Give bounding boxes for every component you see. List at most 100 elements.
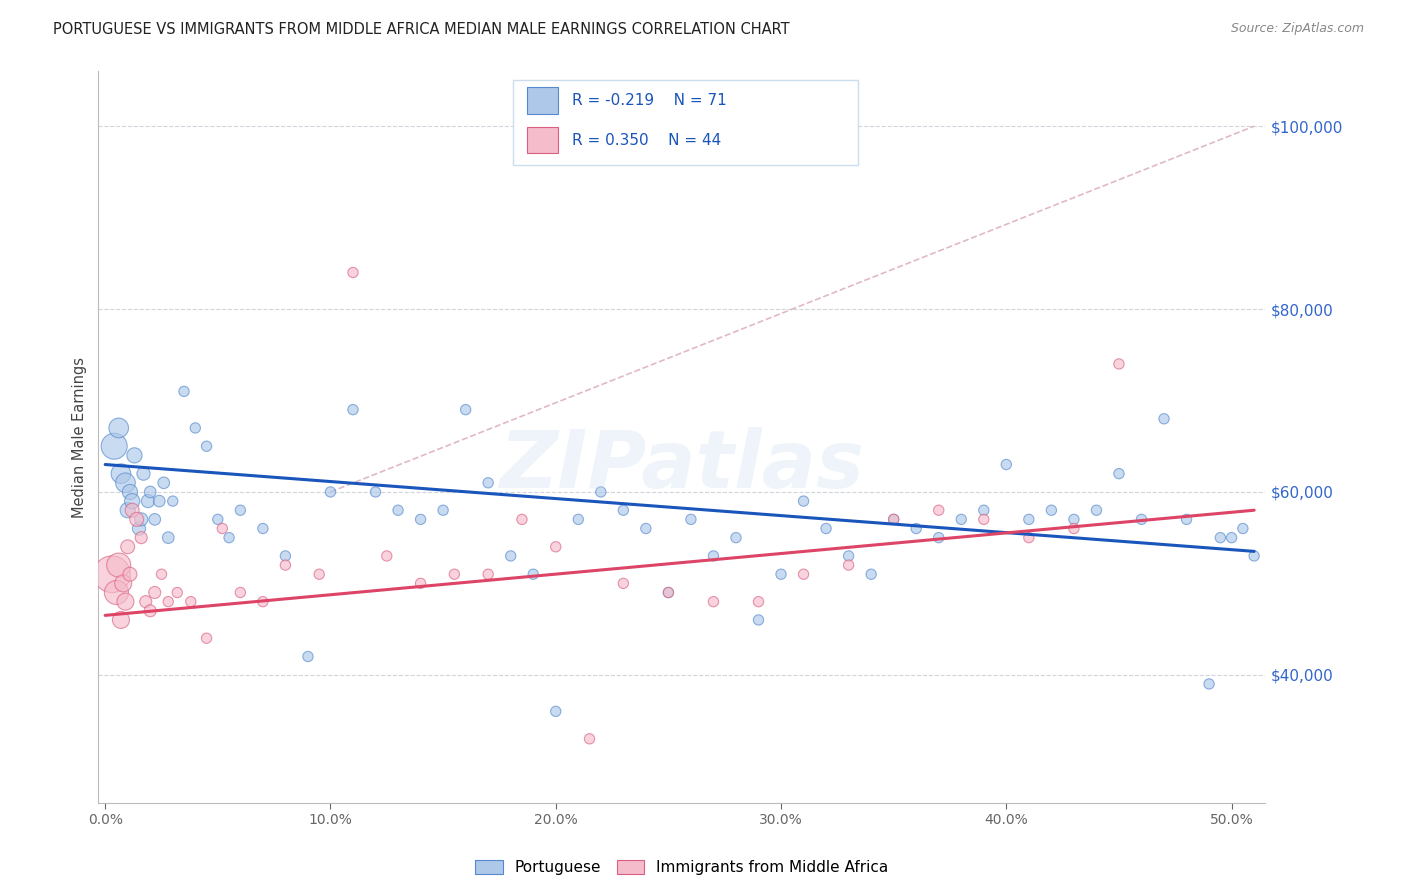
Point xyxy=(121,503,143,517)
Point xyxy=(375,549,398,563)
Point xyxy=(112,576,135,591)
Point xyxy=(110,467,132,481)
Point xyxy=(409,576,432,591)
Point xyxy=(1130,512,1153,526)
Point xyxy=(211,521,233,535)
Point xyxy=(143,512,166,526)
Point xyxy=(139,484,162,499)
Point xyxy=(510,512,533,526)
Point xyxy=(124,448,146,462)
Point xyxy=(793,494,815,508)
Point xyxy=(928,503,950,517)
Point xyxy=(308,567,330,582)
Point xyxy=(1085,503,1108,517)
Point xyxy=(129,531,152,545)
Point xyxy=(105,585,128,599)
Point xyxy=(148,494,170,508)
Point xyxy=(477,567,499,582)
Point xyxy=(195,439,218,453)
Point xyxy=(125,512,148,526)
Point xyxy=(883,512,905,526)
Text: R = -0.219    N = 71: R = -0.219 N = 71 xyxy=(572,94,727,108)
Point xyxy=(1209,531,1232,545)
Text: PORTUGUESE VS IMMIGRANTS FROM MIDDLE AFRICA MEDIAN MALE EARNINGS CORRELATION CHA: PORTUGUESE VS IMMIGRANTS FROM MIDDLE AFR… xyxy=(53,22,790,37)
Point xyxy=(1232,521,1254,535)
Point xyxy=(838,558,860,573)
Point xyxy=(162,494,184,508)
Point xyxy=(702,594,724,608)
Point xyxy=(815,521,838,535)
Point xyxy=(522,567,544,582)
Point xyxy=(567,512,589,526)
Point xyxy=(139,604,162,618)
Point xyxy=(883,512,905,526)
Point xyxy=(950,512,973,526)
Point xyxy=(364,484,387,499)
Point xyxy=(724,531,747,545)
Point xyxy=(578,731,600,746)
Point xyxy=(195,631,218,645)
Point xyxy=(319,484,342,499)
Text: ZIPatlas: ZIPatlas xyxy=(499,427,865,506)
Point xyxy=(702,549,724,563)
Point xyxy=(477,475,499,490)
Point xyxy=(132,467,155,481)
Point xyxy=(101,567,124,582)
Point xyxy=(166,585,188,599)
Point xyxy=(136,494,159,508)
Y-axis label: Median Male Earnings: Median Male Earnings xyxy=(72,357,87,517)
Point xyxy=(118,567,141,582)
Point xyxy=(747,594,769,608)
Point xyxy=(157,531,180,545)
Point xyxy=(129,512,152,526)
Point xyxy=(114,475,136,490)
Point xyxy=(387,503,409,517)
Point xyxy=(152,475,174,490)
Point xyxy=(184,421,207,435)
Point xyxy=(1063,512,1085,526)
Point xyxy=(107,421,129,435)
Point xyxy=(544,540,567,554)
Point xyxy=(128,521,150,535)
Point xyxy=(117,540,139,554)
Point xyxy=(995,458,1018,472)
Point xyxy=(793,567,815,582)
Point xyxy=(1175,512,1198,526)
Point xyxy=(118,484,141,499)
Point xyxy=(1153,411,1175,425)
Point xyxy=(107,558,129,573)
Point xyxy=(432,503,454,517)
Point xyxy=(207,512,229,526)
Point xyxy=(150,567,173,582)
Point xyxy=(143,585,166,599)
Point xyxy=(274,549,297,563)
Point xyxy=(135,594,157,608)
Point xyxy=(1220,531,1243,545)
Point xyxy=(117,503,139,517)
Point xyxy=(1018,531,1040,545)
Point xyxy=(443,567,465,582)
Point xyxy=(589,484,612,499)
Point xyxy=(612,576,634,591)
Point xyxy=(838,549,860,563)
Point xyxy=(905,521,928,535)
Point xyxy=(1018,512,1040,526)
Point xyxy=(634,521,657,535)
Point xyxy=(342,402,364,417)
Point xyxy=(1108,357,1130,371)
Point xyxy=(252,594,274,608)
Point xyxy=(679,512,702,526)
Point xyxy=(928,531,950,545)
Point xyxy=(973,503,995,517)
Point xyxy=(1108,467,1130,481)
Point xyxy=(747,613,769,627)
Point xyxy=(297,649,319,664)
Point xyxy=(409,512,432,526)
Point xyxy=(103,439,125,453)
Point xyxy=(612,503,634,517)
Point xyxy=(121,494,143,508)
Point xyxy=(274,558,297,573)
Text: R = 0.350    N = 44: R = 0.350 N = 44 xyxy=(572,133,721,147)
Point xyxy=(342,265,364,279)
Text: Source: ZipAtlas.com: Source: ZipAtlas.com xyxy=(1230,22,1364,36)
